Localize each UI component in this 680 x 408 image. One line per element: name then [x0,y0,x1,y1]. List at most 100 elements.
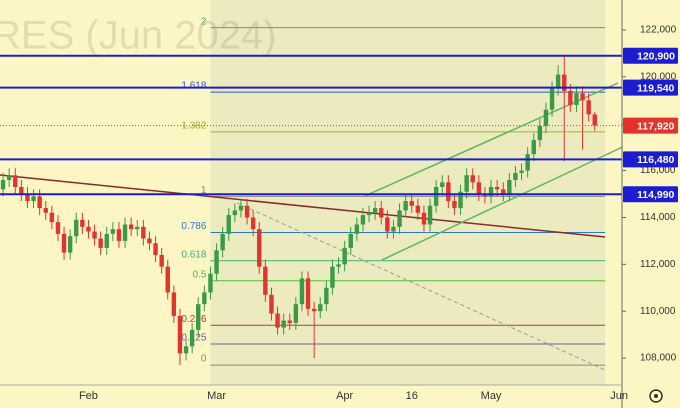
candle-body [226,215,231,234]
price-box [623,79,678,96]
candle-body [433,186,439,206]
candle-body [403,201,408,211]
x-tick-label: 16 [406,390,418,402]
candle-body [43,208,48,213]
fib-label: 0.236 [181,314,206,325]
fib-region [210,0,606,385]
x-tick-label: May [481,390,502,402]
candle-body [13,175,18,187]
candle-body [470,175,475,183]
candle-body [464,175,469,192]
fib-label: 1.618 [181,81,206,92]
candle-body [250,217,256,230]
y-tick-label: 112,000 [640,259,676,270]
candle-body [196,304,201,330]
candle-body [153,243,158,255]
candle-body [61,233,67,253]
candle-body [562,74,567,91]
candle-body [287,320,292,323]
candle-body [147,238,152,244]
candle-body [263,266,268,295]
candle-body [74,219,79,237]
candle-body [257,229,262,267]
y-tick-label: 120,000 [640,72,677,83]
trend-line [237,202,606,371]
candle-body [543,109,549,127]
y-tick-label: 108,000 [640,353,677,364]
price-box-label: 119,540 [637,82,675,94]
candle-body [220,233,225,251]
candle-body [446,182,451,202]
candle-body [488,186,494,197]
candle-body [494,186,500,190]
candle-body [409,201,414,206]
candle-body [116,229,122,241]
candle-body [421,212,427,225]
candle-body [244,205,250,218]
fib-label: 0 [201,354,207,365]
candle-body [379,208,384,218]
candle-body [67,236,73,253]
candle-body [281,320,286,328]
candle-body [476,182,482,195]
x-tick-label: Jun [610,390,628,402]
fib-label: 0.786 [181,221,206,232]
candle-body [391,226,396,232]
candle-body [183,346,189,354]
candle-body [385,217,390,232]
candle-body [348,233,353,248]
candle-body [275,313,280,328]
x-tick-label: Apr [336,390,353,402]
candle-body [519,170,524,173]
candle-body [31,196,36,202]
candle-body [336,264,341,267]
candle-body [159,254,164,267]
settings-icon[interactable] [649,389,663,403]
candle-body [214,250,219,274]
candle-body [6,175,12,180]
candle-body [415,205,421,213]
candle-body [49,212,55,223]
candle-body [366,212,372,216]
candle-body [507,179,512,195]
candle-body [293,304,299,323]
settings-icon-center [654,394,658,398]
price-box [623,151,678,168]
y-tick-label: 116,000 [640,165,676,176]
price-box-label: 117,920 [637,120,675,132]
candle-body [592,114,597,126]
candle-body [555,74,561,89]
price-axis [622,0,680,408]
price-box-label: 114,990 [637,189,675,201]
x-tick-label: Feb [79,390,98,402]
price-box [623,186,678,203]
candle-body [342,247,347,265]
candle-body [19,186,24,195]
candle-body [501,189,506,195]
candle-body [580,93,585,101]
trend-line [0,174,606,238]
price-box-label: 116,480 [637,154,675,166]
plot-background [210,0,606,385]
candle-body [574,93,579,105]
x-tick-label: Mar [207,390,226,402]
candle-body [171,292,177,316]
candle-body [531,140,536,155]
candle-body [427,205,433,225]
candle-body [86,226,91,232]
fib-label: 1.382 [181,121,206,132]
candle-body [330,266,335,288]
y-tick-label: 110,000 [640,306,676,317]
y-tick-label: 122,000 [640,25,677,36]
candle-body [568,90,573,105]
candle-body [311,308,317,312]
candle-body [513,172,518,180]
candle-body [372,208,378,213]
candle-body [80,219,85,227]
price-box-label: 120,900 [637,51,675,63]
candle-body [537,126,543,141]
candle-body [37,196,42,209]
candle-body [98,238,103,248]
candle-body [299,278,305,305]
